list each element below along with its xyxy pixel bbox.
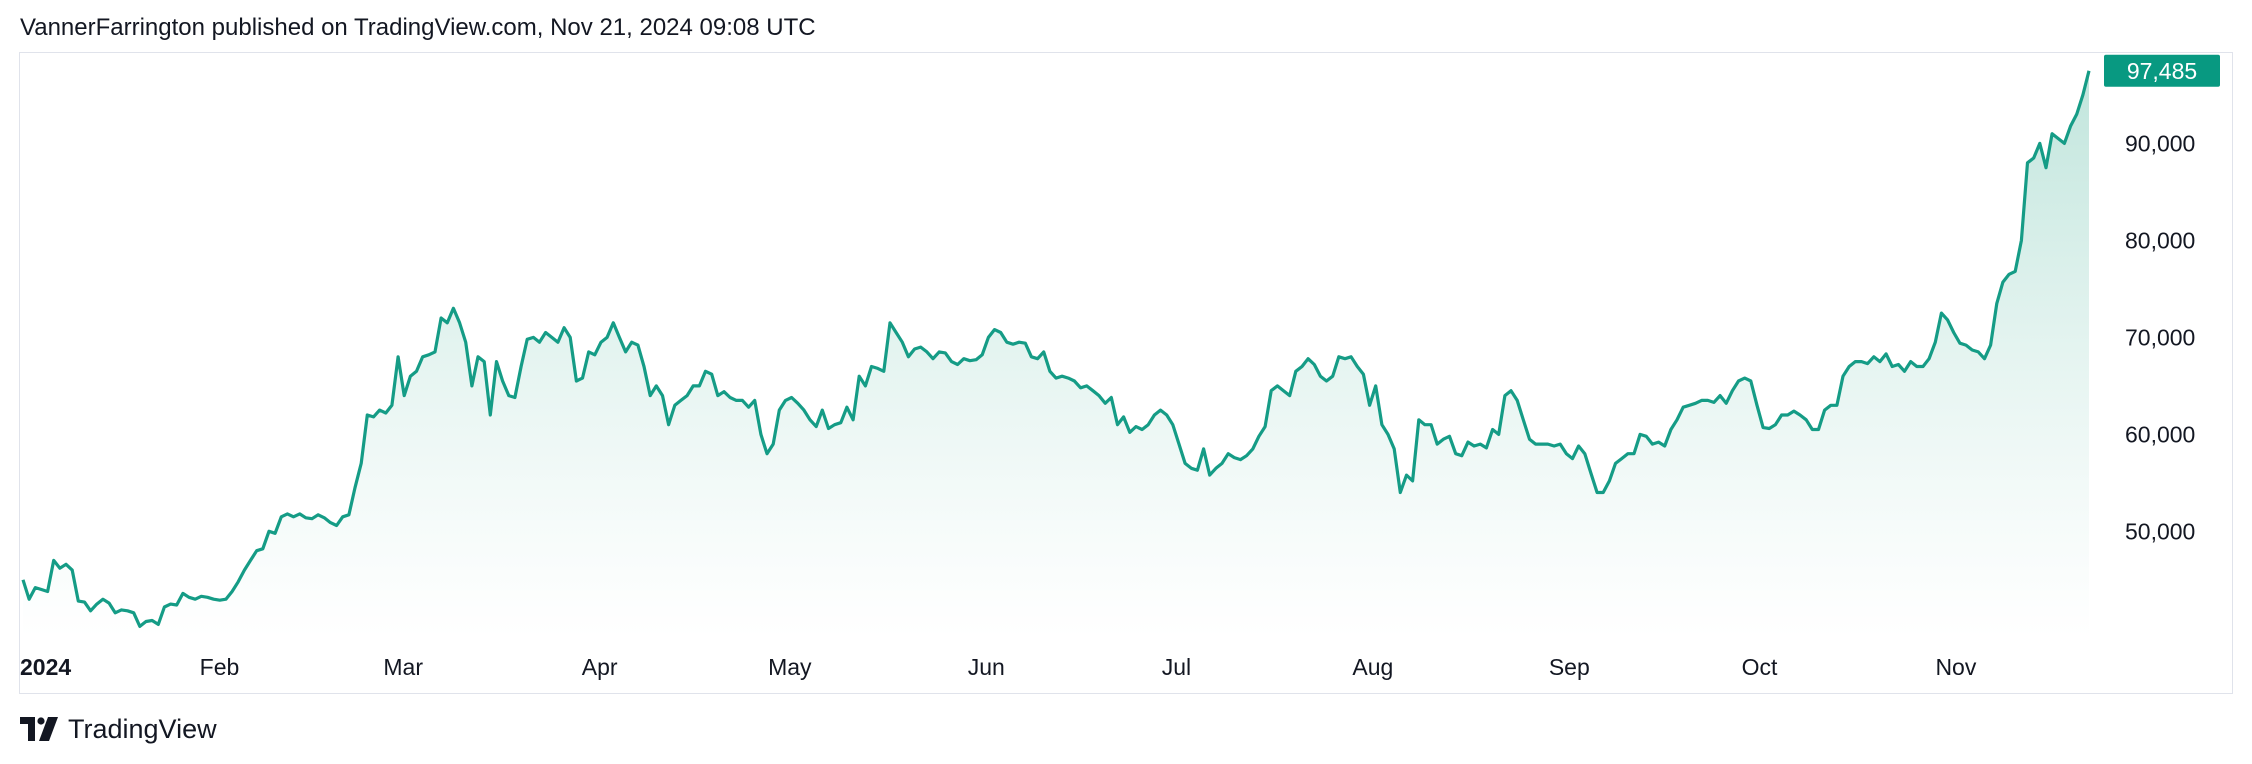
x-tick-label: Aug bbox=[1352, 654, 1393, 680]
attribution-text: VannerFarrington published on TradingVie… bbox=[20, 14, 816, 41]
y-axis: 50,000 60,000 70,000 80,000 90,000 bbox=[2125, 130, 2195, 544]
y-tick-label: 70,000 bbox=[2125, 324, 2195, 350]
chart-panel: 2024 Feb Mar Apr May Jun Jul Aug Sep Oct Nov 50,00… bbox=[19, 52, 2233, 694]
x-tick-label: Jul bbox=[1162, 654, 1191, 680]
x-tick-label: Jun bbox=[968, 654, 1005, 680]
x-tick-label: Sep bbox=[1549, 654, 1590, 680]
y-tick-label: 80,000 bbox=[2125, 227, 2195, 253]
price-chart[interactable]: 2024 Feb Mar Apr May Jun Jul Aug Sep Oct Nov 50,00… bbox=[20, 53, 2232, 693]
x-tick-label: Oct bbox=[1742, 654, 1778, 680]
x-tick-label: Mar bbox=[383, 654, 423, 680]
x-axis: 2024 Feb Mar Apr May Jun Jul Aug Sep Oct Nov bbox=[20, 654, 1977, 680]
price-line bbox=[21, 70, 2091, 629]
x-tick-label: Feb bbox=[200, 654, 240, 680]
x-tick-label: Nov bbox=[1935, 654, 1976, 680]
tradingview-logo-icon[interactable] bbox=[20, 714, 60, 744]
price-area-fill bbox=[23, 70, 2089, 639]
brand-name[interactable]: TradingView bbox=[68, 713, 217, 744]
x-tick-label: Apr bbox=[582, 654, 618, 680]
x-tick-label: 2024 bbox=[20, 654, 71, 680]
last-price-badge bbox=[2104, 54, 2220, 87]
last-price-label: 97,485 bbox=[2127, 58, 2197, 84]
y-tick-label: 60,000 bbox=[2125, 421, 2195, 447]
x-tick-label: May bbox=[768, 654, 812, 680]
y-tick-label: 90,000 bbox=[2125, 130, 2195, 156]
footer: TradingView bbox=[20, 712, 217, 746]
y-tick-label: 50,000 bbox=[2125, 518, 2195, 544]
